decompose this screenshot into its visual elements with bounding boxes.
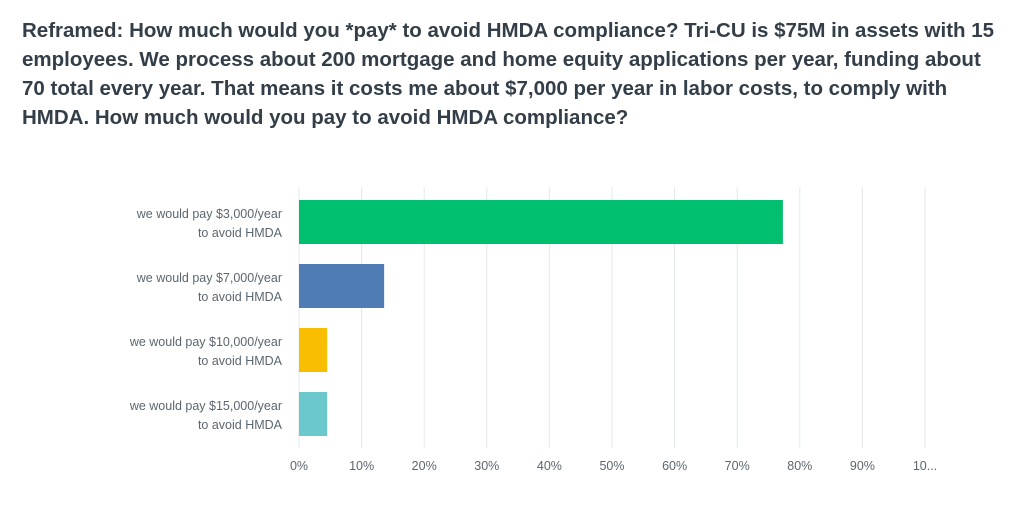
x-tick-label-5: 50% (599, 459, 624, 473)
x-tick-label-3: 30% (474, 459, 499, 473)
chart-bars (299, 200, 783, 436)
category-label-1: we would pay $7,000/year to avoid HMDA (136, 271, 283, 304)
chart-x-axis: 0% 10% 20% 30% 40% 50% 60% 70% 80% 90% 10... (290, 459, 937, 473)
bar-0[interactable] (299, 200, 783, 244)
chart-category-labels: we would pay $3,000/year to avoid HMDA we … (129, 207, 283, 432)
x-tick-label-2: 20% (412, 459, 437, 473)
bar-3[interactable] (299, 392, 328, 436)
category-label-0: we would pay $3,000/year to avoid HMDA (136, 207, 283, 240)
category-label-3: we would pay $15,000/year to avoid HMDA (129, 399, 283, 432)
x-tick-label-0: 0% (290, 459, 308, 473)
x-tick-label-9: 90% (850, 459, 875, 473)
x-tick-label-7: 70% (725, 459, 750, 473)
x-tick-label-4: 40% (537, 459, 562, 473)
bar-2[interactable] (299, 328, 328, 372)
bar-1[interactable] (299, 264, 385, 308)
x-tick-label-1: 10% (349, 459, 374, 473)
question-title: Reframed: How much would you *pay* to av… (22, 19, 995, 129)
x-tick-label-8: 80% (787, 459, 812, 473)
x-tick-label-10: 10... (913, 459, 937, 473)
category-label-2: we would pay $10,000/year to avoid HMDA (129, 335, 283, 368)
x-tick-label-6: 60% (662, 459, 687, 473)
